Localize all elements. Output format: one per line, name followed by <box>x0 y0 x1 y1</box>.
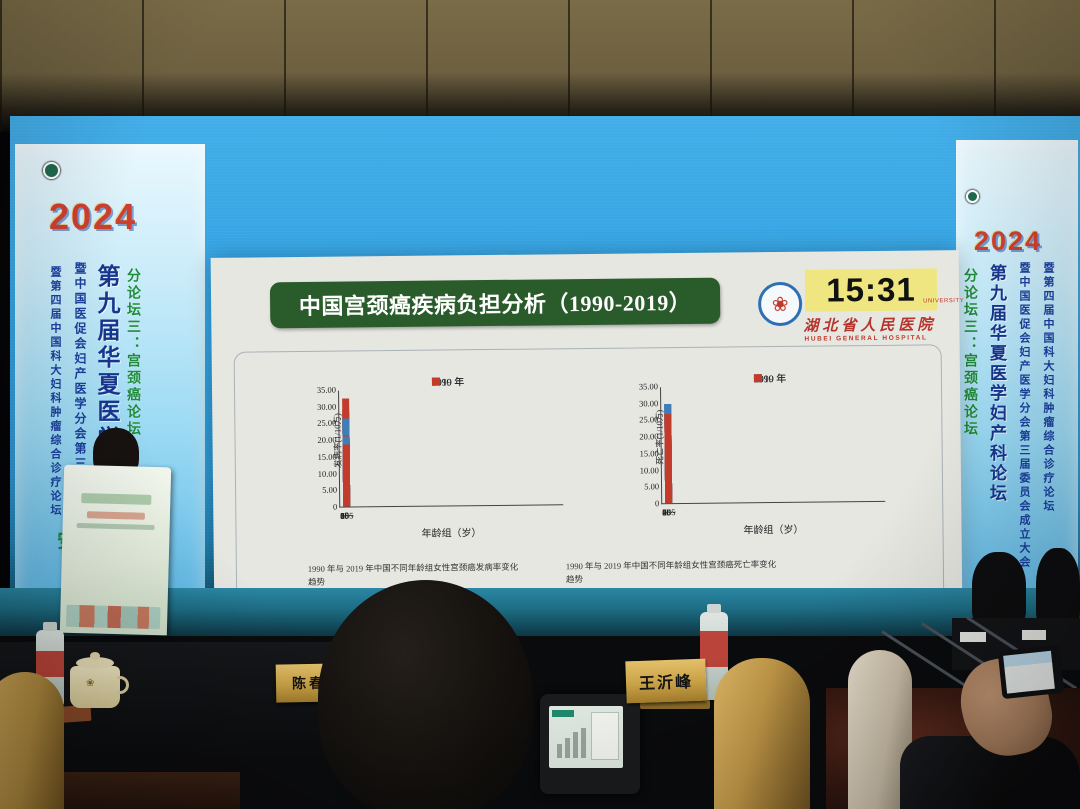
panelist-silhouette <box>1036 548 1080 628</box>
legend-swatch-icon <box>431 377 440 386</box>
hospital-name-en: HUBEI GENERAL HOSPITAL <box>804 334 928 343</box>
podium-branding <box>86 511 145 520</box>
y-tick-label: 20.00 <box>639 431 659 442</box>
podium-cityscape-art <box>65 604 161 630</box>
slide-title: 中国宫颈癌疾病负担分析（1990-2019） <box>269 277 721 329</box>
y-tick-label: 0 <box>654 498 660 509</box>
y-tick-label: 15.00 <box>317 451 337 462</box>
teacup-lid <box>76 657 114 669</box>
podium-branding <box>81 493 152 505</box>
teacup-knob <box>90 652 100 660</box>
teacup-handle <box>117 676 129 694</box>
org-logo-icon <box>43 162 60 179</box>
confidence-monitor <box>540 694 640 794</box>
legend-item: 2019 年 <box>753 370 786 385</box>
bar-group <box>664 387 673 504</box>
y-tick-label: 25.00 <box>317 418 337 429</box>
x-tick-labels: 0~ 40~ 45~ 50~ 55~ 60~ 65~ 70~ 75~ 80~ ≥85 <box>339 508 563 520</box>
y-tick-label: 15.00 <box>639 448 659 459</box>
bar-2019年 <box>342 444 351 507</box>
banner-main-title: 第九届华夏医学妇产科论坛 <box>987 264 1006 504</box>
x-axis-title: 年龄组（岁） <box>421 528 482 540</box>
panelist-silhouette <box>972 552 1026 626</box>
x-tick-labels: 0~ 40~ 45~ 50~ 55~ 60~ 65~ 70~ 75~ 80~ ≥85 <box>661 505 885 517</box>
mortality-chart: 1990 年 2019 年死亡率(1/10万) 0 5.00 10.00 15.00 20.… <box>618 369 890 550</box>
monitor-mini-bar <box>573 732 578 758</box>
mortality-caption: 1990 年与 2019 年中国不同年龄组女性宫颈癌死亡率变化趋势 <box>565 559 777 585</box>
banner-subtitle-forum: 暨第四届中国科大妇科肿瘤综合诊疗论坛 <box>49 266 61 518</box>
y-tick-label: 20.00 <box>317 434 337 445</box>
monitor-mini-bar <box>557 744 562 758</box>
podium <box>59 464 172 636</box>
incidence-chart: 1990 年 2019 年发病率(1/10万) 0 5.00 10.00 15.00 20.… <box>296 372 568 553</box>
x-tick-label: ≥85 <box>340 510 354 521</box>
banner-left: 2024 暨第四届中国科大妇科肿瘤综合诊疗论坛 暨中国医促会妇产医学分会第三届委… <box>15 144 205 606</box>
org-logo-icon <box>966 190 979 203</box>
monitor-mini-bar <box>581 728 586 758</box>
nameplate-stand <box>640 700 710 709</box>
y-tick-label: 10.00 <box>639 464 659 476</box>
stage-front-band <box>0 588 1080 640</box>
monitor-mini-bar <box>565 738 570 758</box>
y-tick-label: 25.00 <box>639 414 659 425</box>
banner-subtitle-committee: 暨中国医促会妇产医学分会第三届委员会 <box>73 262 87 532</box>
banner-right: 2024 分论坛三：宫颈癌论坛 第九届华夏医学妇产科论坛 暨中国医促会妇产医学分… <box>956 140 1078 610</box>
chair-back <box>714 658 810 809</box>
legend-swatch-icon <box>753 373 762 382</box>
legend-item: 2019 年 <box>431 373 464 389</box>
clock: 15:31 <box>804 268 938 312</box>
banner-year: 2024 <box>49 196 138 237</box>
banner-session-title: 分论坛三：宫颈癌论坛 <box>963 268 979 438</box>
plot-area <box>660 384 886 505</box>
monitor-side-pane <box>591 712 619 760</box>
teacup: ❀ <box>70 652 129 708</box>
teacup-logo: ❀ <box>86 678 95 689</box>
y-tick-label: 0 <box>332 501 338 512</box>
banner-subtitle-forum: 暨第四届中国科大妇科肿瘤综合诊疗论坛 <box>1042 262 1054 514</box>
banner-subtitle-committee: 暨中国医促会妇产医学分会第三届委员会成立大会 <box>1018 262 1030 570</box>
led-screen: 2024 暨第四届中国科大妇科肿瘤综合诊疗论坛 暨中国医促会妇产医学分会第三届委… <box>10 116 1080 714</box>
plot-area <box>338 388 564 508</box>
banner-session-title: 分论坛三：宫颈癌论坛 <box>126 268 142 438</box>
nameplate-right: 王沂峰 <box>625 658 707 704</box>
y-tick-label: 5.00 <box>644 481 660 492</box>
bottle-cap <box>707 604 721 613</box>
mini-nameplate <box>1022 630 1046 640</box>
ceiling-panels <box>0 0 1080 132</box>
y-tick-label: 10.00 <box>317 468 337 479</box>
hospital-name-cn: 湖北省人民医院 <box>803 317 937 335</box>
bottle-label <box>36 651 64 678</box>
y-axis-ticks: 0 5.00 10.00 15.00 20.00 25.00 30.00 35.00 <box>308 385 339 512</box>
banner-year: 2024 <box>974 226 1043 256</box>
podium-branding <box>76 522 155 531</box>
y-axis-ticks: 0 5.00 10.00 15.00 20.00 25.00 30.00 35.00 <box>630 381 661 508</box>
bar-2019年 <box>664 414 673 504</box>
bottle-cap <box>43 622 57 631</box>
y-tick-label: 5.00 <box>322 484 338 496</box>
y-tick-label: 35.00 <box>638 381 659 392</box>
hospital-logo-icon: ❀ <box>757 281 803 327</box>
phone-screen <box>1003 650 1055 694</box>
mini-nameplate <box>960 632 986 642</box>
y-tick-label: 30.00 <box>639 397 659 409</box>
monitor-screen <box>549 706 623 768</box>
smartphone <box>997 644 1065 700</box>
y-tick-label: 30.00 <box>317 401 337 412</box>
hospital-affiliation: UNIVERSITY <box>923 298 965 305</box>
monitor-slide-badge <box>552 710 574 717</box>
y-tick-label: 35.00 <box>316 384 337 395</box>
chair-back <box>0 672 64 809</box>
audience-head <box>318 580 533 809</box>
x-tick-label: ≥85 <box>662 507 676 518</box>
x-axis-title: 年龄组（岁） <box>743 524 804 537</box>
